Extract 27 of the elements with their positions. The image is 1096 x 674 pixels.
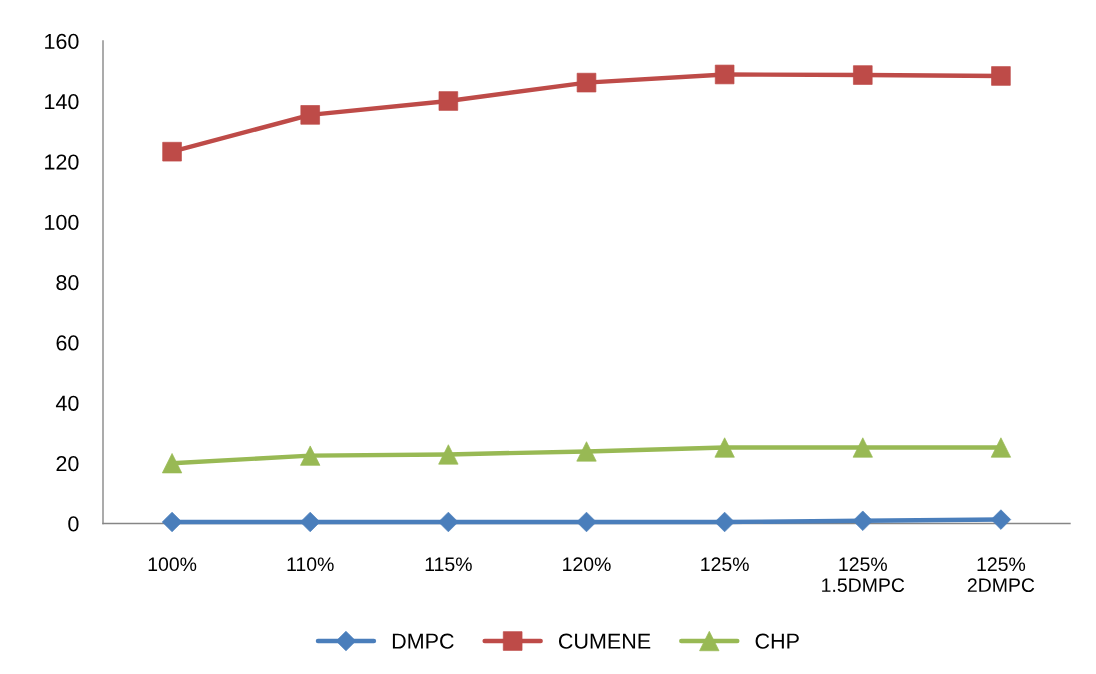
y-tick-label: 160 — [45, 33, 79, 50]
x-tick-label: 110% — [287, 557, 334, 572]
point — [162, 453, 183, 474]
y-tick-label: 40 — [55, 395, 79, 411]
legend-label: DMPC — [392, 633, 454, 649]
point — [852, 437, 873, 458]
legend-label: CHP — [755, 633, 799, 649]
x-tick-label: 125% — [701, 557, 749, 572]
y-tick-label: 140 — [45, 94, 79, 110]
point — [990, 509, 1012, 530]
x-tick-label: 125% 2DMPC — [967, 557, 1035, 593]
y-tick-label: 100 — [45, 214, 79, 230]
point — [300, 511, 321, 533]
y-tick-label: 60 — [56, 335, 79, 351]
point — [162, 141, 182, 162]
x-tick-label: 120% — [563, 557, 611, 572]
x-tick-label: 115% — [425, 557, 472, 572]
y-tick-label: 0 — [68, 516, 79, 532]
point — [438, 511, 459, 533]
point — [576, 511, 597, 533]
point — [714, 64, 735, 85]
y-tick-label: 120 — [45, 154, 79, 170]
x-tick-label: 125% 1.5DMPC — [822, 557, 905, 593]
legend-label: CUMENE — [558, 633, 651, 649]
x-tick-label: 100% — [148, 557, 197, 572]
y-tick-label: 80 — [56, 275, 79, 291]
y-tick-label: 20 — [56, 455, 79, 472]
